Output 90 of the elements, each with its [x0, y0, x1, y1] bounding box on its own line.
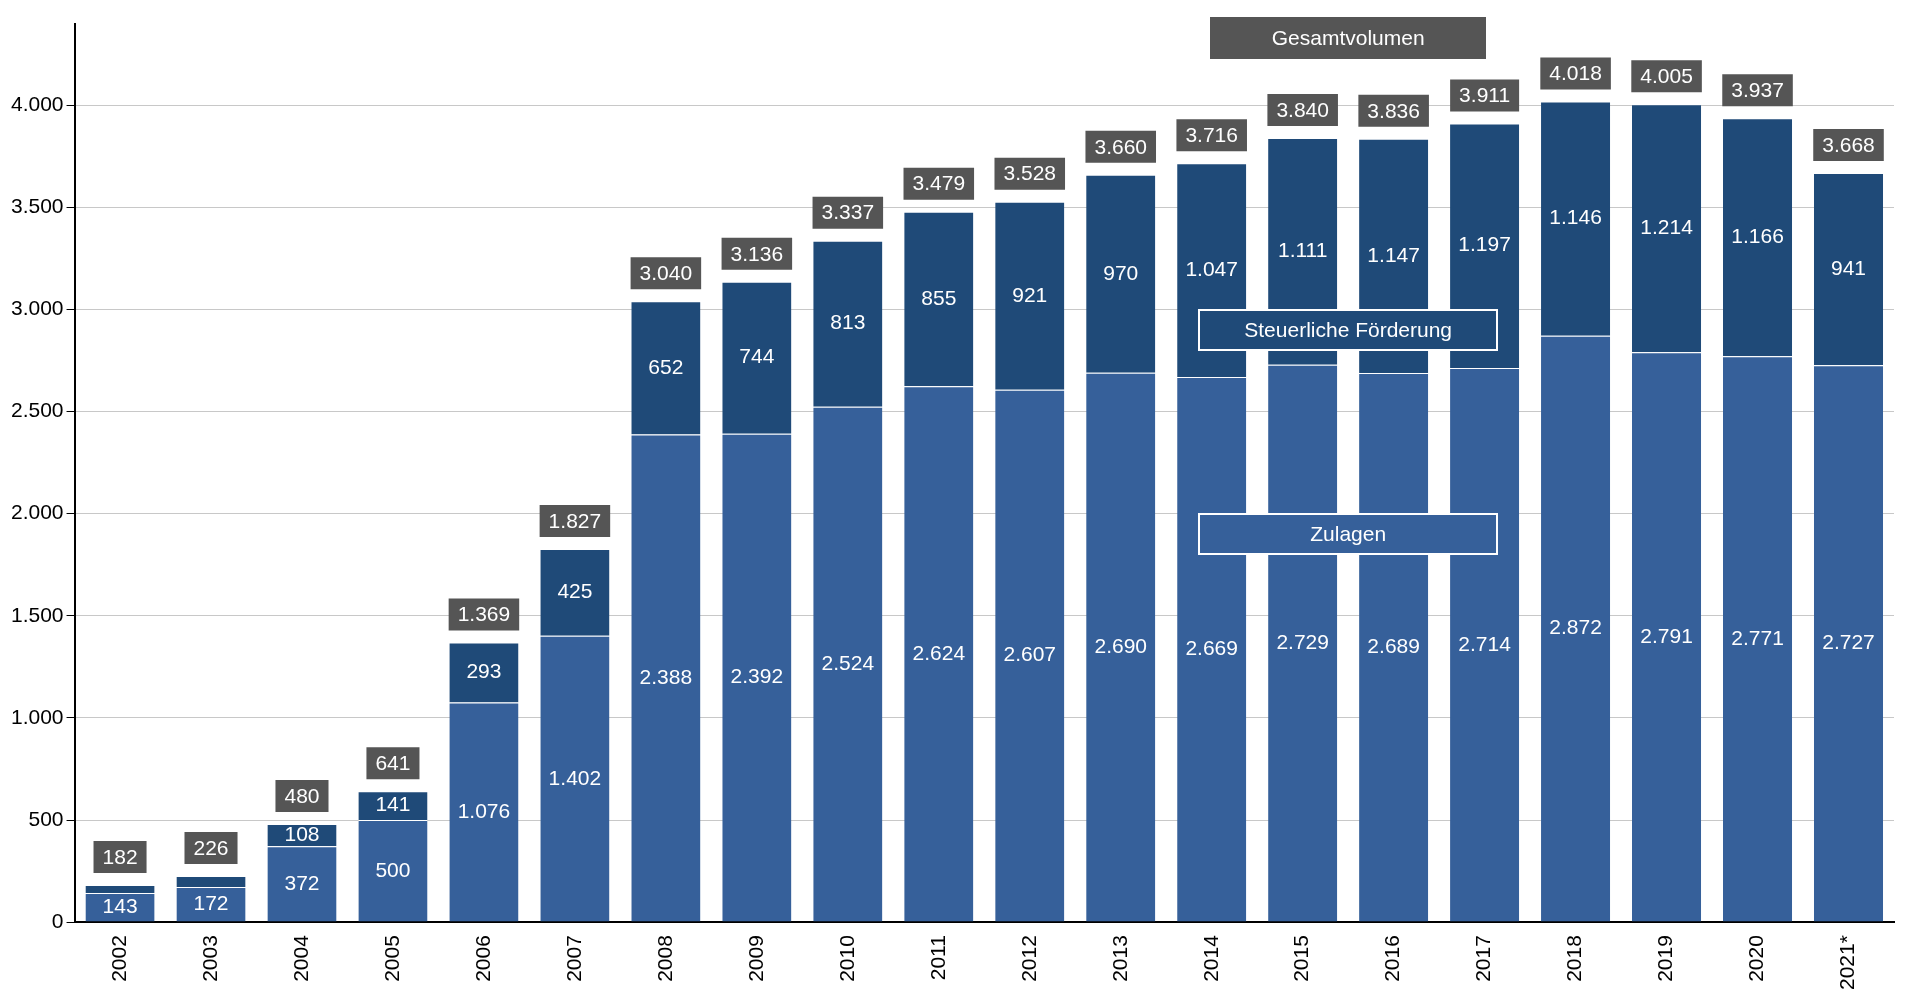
data-label: 970 [1103, 260, 1139, 284]
x-tick-label: 2003 [197, 935, 221, 982]
y-tick-label: 1.000 [10, 704, 64, 728]
data-label: 1.146 [1549, 205, 1602, 229]
y-tick-label: 0 [51, 908, 64, 932]
y-tick-label: 500 [28, 806, 64, 830]
data-label: 2.729 [1276, 630, 1329, 654]
x-tick-label: 2014 [1198, 934, 1222, 982]
x-tick-label: 2006 [470, 935, 494, 982]
data-label: 2.727 [1822, 630, 1875, 654]
data-label: 2.524 [821, 650, 875, 674]
data-label: 172 [193, 891, 229, 915]
total-label: 226 [193, 835, 229, 859]
data-label: 143 [102, 894, 138, 918]
y-tick-label: 3.500 [10, 194, 64, 218]
total-label: 3.528 [1003, 161, 1057, 185]
data-label: 2.689 [1367, 634, 1420, 658]
x-tick-label: 2011 [925, 935, 949, 981]
total-label: 182 [102, 844, 138, 868]
data-label: 1.402 [548, 765, 602, 789]
total-label: 3.836 [1367, 98, 1420, 122]
x-tick-label: 2005 [379, 935, 403, 982]
total-label: 480 [284, 783, 320, 807]
data-label: 652 [648, 354, 684, 378]
x-tick-label: 2002 [106, 935, 130, 982]
data-label: 1.197 [1458, 232, 1511, 256]
total-label: 3.337 [821, 200, 875, 224]
x-tick-label: 2018 [1562, 935, 1586, 982]
data-label: 372 [284, 870, 320, 894]
data-label: 855 [921, 285, 957, 309]
x-tick-label: 2021* [1835, 935, 1859, 990]
x-tick-label: 2020 [1744, 935, 1768, 982]
x-tick-label: 2004 [288, 934, 312, 982]
total-label: 3.840 [1276, 97, 1329, 121]
x-tick-label: 2009 [743, 935, 767, 982]
data-label: 2.669 [1185, 636, 1238, 660]
total-label: 3.040 [639, 261, 693, 285]
data-label: 1.047 [1185, 256, 1238, 280]
data-label: 2.771 [1731, 625, 1784, 649]
total-label: 3.660 [1094, 134, 1148, 158]
total-label: 3.479 [912, 171, 966, 195]
data-label: 941 [1830, 255, 1867, 279]
total-label: 1.369 [457, 602, 511, 626]
data-label: 2.388 [639, 664, 693, 688]
data-label: 813 [830, 310, 866, 334]
data-label: 1.147 [1367, 242, 1420, 266]
y-tick-label: 4.000 [10, 92, 64, 116]
data-label: 1.076 [457, 798, 511, 822]
data-label: 2.607 [1003, 642, 1057, 666]
total-label: 3.716 [1185, 123, 1238, 147]
y-tick-label: 3.000 [10, 296, 64, 320]
data-label: 141 [375, 792, 411, 816]
data-label: 744 [739, 344, 775, 368]
x-tick-label: 2016 [1380, 935, 1404, 982]
total-label: 1.827 [548, 508, 602, 532]
total-label: 641 [375, 751, 411, 775]
annotation: Gesamtvolumen [1271, 25, 1425, 51]
data-label: 108 [284, 821, 320, 845]
x-tick-label: 2007 [561, 935, 585, 982]
data-label: 425 [557, 579, 593, 603]
x-tick-label: 2013 [1107, 935, 1131, 982]
total-label: 4.005 [1640, 64, 1693, 88]
data-label: 921 [1012, 282, 1048, 306]
data-label: 2.392 [730, 664, 784, 688]
data-label: 1.111 [1277, 238, 1328, 262]
total-label: 3.668 [1822, 132, 1875, 156]
series-label: Steuerliche Förderung [1244, 316, 1453, 343]
x-tick-label: 2015 [1289, 935, 1313, 982]
data-label: 2.714 [1458, 631, 1512, 655]
data-label: 293 [466, 659, 502, 683]
x-tick-label: 2017 [1471, 935, 1495, 982]
data-label: 2.690 [1094, 634, 1148, 657]
data-label: 500 [375, 857, 411, 881]
total-label: 3.911 [1459, 83, 1511, 107]
total-label: 3.136 [730, 241, 784, 265]
data-label: 1.166 [1731, 224, 1784, 247]
y-tick-label: 1.500 [10, 602, 64, 626]
x-tick-label: 2008 [652, 935, 676, 982]
x-tick-label: 2012 [1016, 935, 1040, 982]
data-label: 1.214 [1640, 215, 1694, 239]
x-tick-label: 2019 [1653, 935, 1677, 982]
total-label: 4.018 [1549, 61, 1602, 85]
y-tick-label: 2.000 [10, 500, 64, 524]
data-label: 2.872 [1549, 615, 1602, 639]
y-tick-label: 2.500 [10, 398, 64, 422]
x-tick-label: 2010 [834, 935, 858, 982]
total-label: 3.937 [1731, 77, 1784, 101]
data-label: 2.791 [1640, 623, 1693, 647]
data-label: 2.624 [912, 640, 966, 664]
series-label: Zulagen [1310, 521, 1387, 548]
